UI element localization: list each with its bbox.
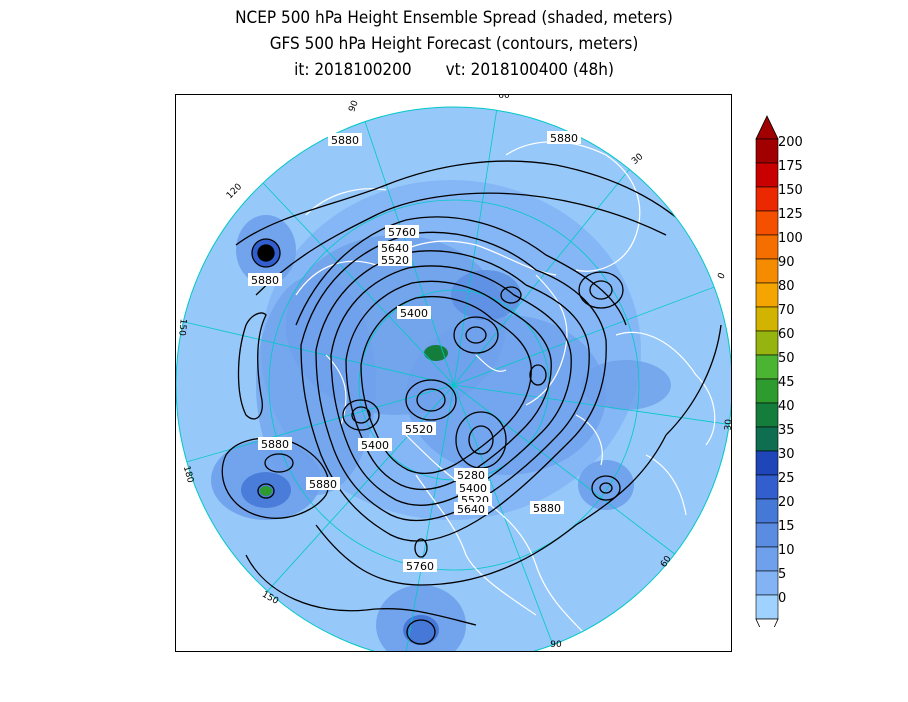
colorbar-swatch <box>755 594 779 620</box>
valid-time: vt: 2018100400 (48h) <box>445 60 614 80</box>
lon-label-120-nw: 120 <box>225 182 244 201</box>
colorbar-tick-label: 10 <box>778 543 795 558</box>
spread-shading <box>211 180 671 651</box>
contour-label-5880-d: 5880 <box>258 437 292 451</box>
colorbar-tick-label: 90 <box>778 255 795 270</box>
colorbar-tick-label: 80 <box>778 279 795 294</box>
colorbar-tick-label: 25 <box>778 471 795 486</box>
colorbar-swatch <box>755 378 779 404</box>
colorbar-swatch <box>755 210 779 236</box>
colorbar-swatch <box>755 186 779 212</box>
svg-text:5400: 5400 <box>361 439 389 452</box>
lon-label-30-e: 30 <box>724 418 732 431</box>
lon-label-180: 180 <box>181 465 195 484</box>
svg-text:5520: 5520 <box>405 423 433 436</box>
colorbar-swatch <box>755 450 779 476</box>
contour-label-5880-f: 5880 <box>530 501 564 515</box>
contour-label-5880-a: 5880 <box>328 133 362 147</box>
svg-text:5520: 5520 <box>381 254 409 267</box>
colorbar-tick-label: 200 <box>778 135 803 150</box>
colorbar-swatch <box>755 306 779 332</box>
colorbar-tick-label: 150 <box>778 183 803 198</box>
colorbar-top-arrow <box>755 115 779 140</box>
colorbar-tick-label: 175 <box>778 159 803 174</box>
map-frame: 5880 5880 5760 5640 5520 5400 5880 5520 … <box>175 94 732 652</box>
title-line-1: NCEP 500 hPa Height Ensemble Spread (sha… <box>235 8 673 28</box>
svg-text:5400: 5400 <box>459 482 487 495</box>
colorbar-tick-label: 30 <box>778 447 795 462</box>
lon-label-30-ne: 30 <box>630 152 645 167</box>
contour-label-5760-a: 5760 <box>385 225 419 239</box>
colorbar-tick-label: 100 <box>778 231 803 246</box>
colorbar-tick-label: 60 <box>778 327 795 342</box>
colorbar-swatch <box>755 282 779 308</box>
colorbar-swatch <box>755 402 779 428</box>
colorbar-tick-label: 35 <box>778 423 795 438</box>
init-time: it: 2018100200 <box>294 60 412 80</box>
lon-label-60-top: 60 <box>498 95 510 101</box>
contour-label-5880-c: 5880 <box>248 273 282 287</box>
svg-text:5880: 5880 <box>550 132 578 145</box>
colorbar-tick-label: 15 <box>778 519 795 534</box>
colorbar-tick-label: 45 <box>778 375 795 390</box>
contour-label-5400-b: 5400 <box>358 438 392 452</box>
colorbar-swatch <box>755 498 779 524</box>
colorbar-swatch <box>755 162 779 188</box>
colorbar-swatch <box>755 354 779 380</box>
contour-label-5640-a: 5640 <box>378 241 412 255</box>
color-scale-bar <box>755 115 779 627</box>
colorbar-swatch <box>755 426 779 452</box>
colorbar-swatch <box>755 138 779 164</box>
colorbar-bottom-arrow <box>755 618 779 627</box>
colorbar-swatch <box>755 234 779 260</box>
colorbar-swatch <box>755 258 779 284</box>
colorbar-swatch <box>755 330 779 356</box>
colorbar-tick-label: 0 <box>778 591 787 606</box>
colorbar-swatch <box>755 546 779 572</box>
colorbar-tick-label: 125 <box>778 207 803 222</box>
svg-text:5880: 5880 <box>331 134 359 147</box>
lon-label-150-w: 150 <box>176 318 187 336</box>
colorbar-tick-label: 40 <box>778 399 795 414</box>
title-line-3: it: 2018100200 vt: 2018100400 (48h) <box>0 60 908 80</box>
contour-label-5400-c: 5400 <box>456 481 490 495</box>
svg-text:5880: 5880 <box>261 438 289 451</box>
svg-text:5880: 5880 <box>533 502 561 515</box>
svg-text:5280: 5280 <box>457 469 485 482</box>
svg-text:5760: 5760 <box>388 226 416 239</box>
svg-text:5760: 5760 <box>406 560 434 573</box>
svg-text:5640: 5640 <box>381 242 409 255</box>
svg-text:5640: 5640 <box>457 503 485 516</box>
contour-label-5640-b: 5640 <box>454 502 488 516</box>
svg-text:5880: 5880 <box>309 478 337 491</box>
polar-map-icon: 5880 5880 5760 5640 5520 5400 5880 5520 … <box>176 95 732 651</box>
contour-label-5280: 5280 <box>454 468 488 482</box>
colorbar-tick-label: 5 <box>778 567 787 582</box>
contour-label-5520-a: 5520 <box>378 253 412 267</box>
contour-label-5880-e: 5880 <box>306 477 340 491</box>
colorbar-swatch <box>755 570 779 596</box>
colorbar-tick-label: 70 <box>778 303 795 318</box>
svg-text:5880: 5880 <box>251 274 279 287</box>
colorbar-swatch <box>755 522 779 548</box>
disc-outline <box>176 106 731 651</box>
contour-label-5760-b: 5760 <box>403 559 437 573</box>
contour-label-5400-a: 5400 <box>397 306 431 320</box>
lon-label-0: 0 <box>716 271 728 281</box>
contour-label-5880-b: 5880 <box>547 131 581 145</box>
title-line-2: GFS 500 hPa Height Forecast (contours, m… <box>269 34 639 54</box>
lon-label-90-s: 90 <box>550 640 562 650</box>
colorbar-swatch <box>755 474 779 500</box>
contour-label-5520-b: 5520 <box>402 422 436 436</box>
colorbar-tick-label: 50 <box>778 351 795 366</box>
colorbar-tick-label: 20 <box>778 495 795 510</box>
lon-label-90-n: 90 <box>347 99 360 113</box>
svg-text:5400: 5400 <box>400 307 428 320</box>
